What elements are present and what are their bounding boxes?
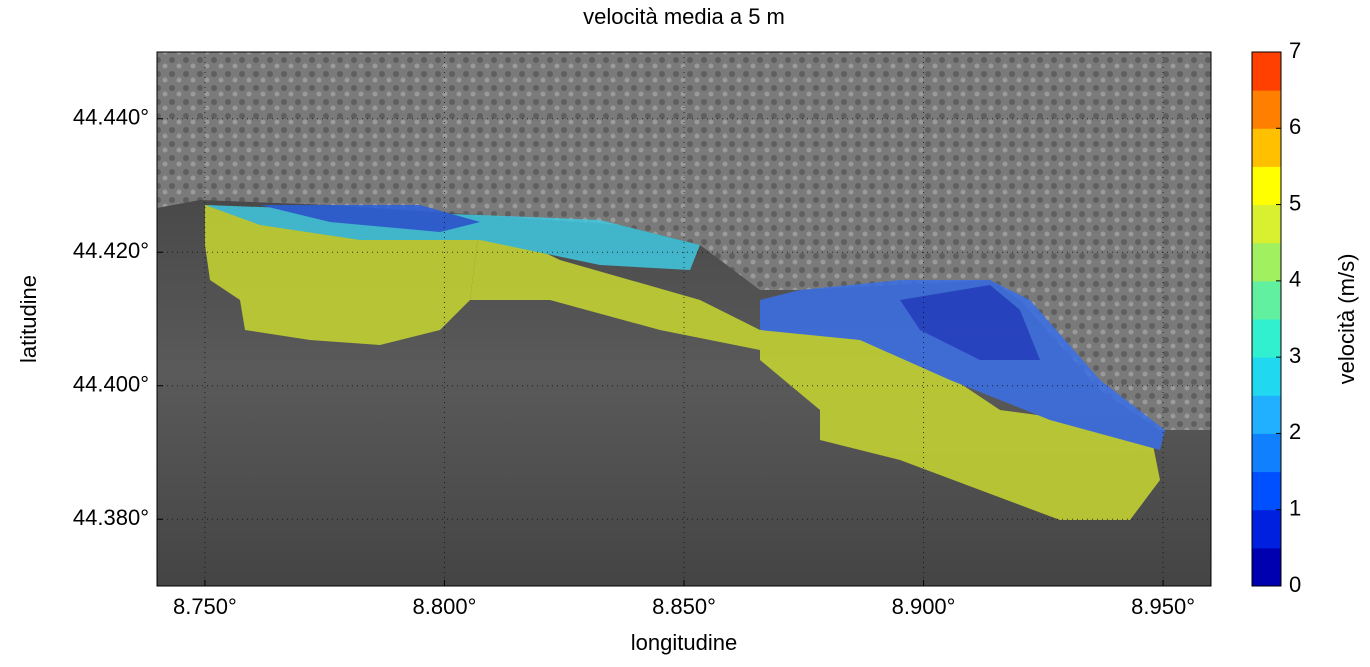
colorbar-tick-label: 0	[1289, 572, 1301, 597]
colorbar-band	[1252, 90, 1281, 129]
colorbar-tick-label: 6	[1289, 114, 1301, 139]
colorbar-band	[1252, 548, 1281, 587]
y-tick-label: 44.380°	[73, 505, 149, 530]
colorbar-band	[1252, 510, 1281, 549]
x-tick-label: 8.950°	[1131, 594, 1195, 619]
colorbar-tick-label: 4	[1289, 267, 1301, 292]
x-axis-label: longitudine	[631, 630, 737, 655]
x-tick-label: 8.850°	[652, 594, 716, 619]
colorbar-band	[1252, 166, 1281, 205]
colorbar-tick-label: 5	[1289, 190, 1301, 215]
x-tick-label: 8.750°	[173, 594, 237, 619]
y-tick-label: 44.400°	[73, 372, 149, 397]
colorbar-band	[1252, 433, 1281, 472]
colorbar-tick-label: 7	[1289, 38, 1301, 63]
colorbar-tick-label: 3	[1289, 343, 1301, 368]
colorbar-label: velocità (m/s)	[1334, 254, 1359, 385]
colorbar-band	[1252, 243, 1281, 282]
colorbar-band	[1252, 472, 1281, 511]
colorbar-band	[1252, 281, 1281, 320]
y-axis-label: latitudine	[16, 275, 41, 363]
colorbar-tick-label: 1	[1289, 496, 1301, 521]
colorbar-band	[1252, 319, 1281, 358]
y-tick-label: 44.420°	[73, 238, 149, 263]
colorbar-band	[1252, 52, 1281, 91]
colorbar-band	[1252, 395, 1281, 434]
colorbar-band	[1252, 128, 1281, 167]
colorbar-band	[1252, 357, 1281, 396]
colorbar-band	[1252, 205, 1281, 244]
y-tick-label: 44.440°	[73, 105, 149, 130]
chart-title: velocità media a 5 m	[583, 4, 785, 29]
x-tick-label: 8.800°	[413, 594, 477, 619]
colorbar-tick-label: 2	[1289, 419, 1301, 444]
x-tick-label: 8.900°	[892, 594, 956, 619]
chart: velocità media a 5 m longitudine latitud…	[0, 0, 1370, 662]
